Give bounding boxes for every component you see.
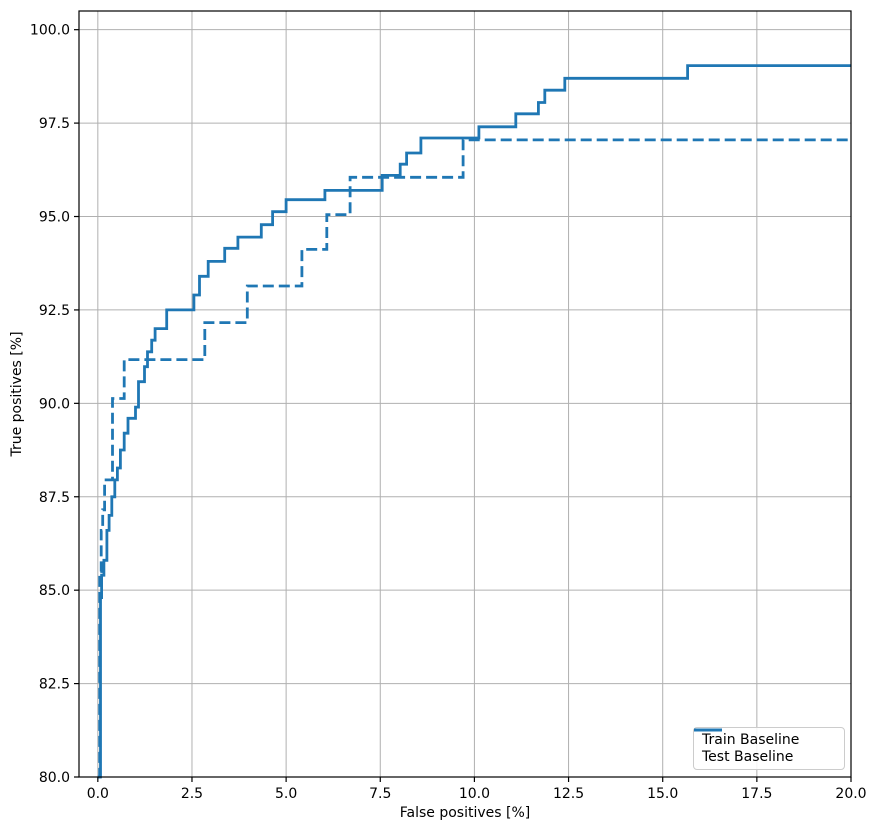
y-tick-label: 100.0 bbox=[30, 23, 70, 39]
x-tick-label: 10.0 bbox=[459, 786, 490, 802]
y-tick-label: 90.0 bbox=[39, 396, 70, 412]
x-tick-label: 2.5 bbox=[181, 786, 203, 802]
x-axis-label: False positives [%] bbox=[399, 805, 531, 821]
x-tick-label: 5.0 bbox=[275, 786, 297, 802]
y-axis-label: True positives [%] bbox=[9, 331, 25, 457]
y-tick-label: 80.0 bbox=[39, 770, 70, 786]
x-tick-label: 0.0 bbox=[87, 786, 109, 802]
legend-item-test-baseline: Test Baseline bbox=[694, 728, 836, 766]
legend-item-train-baseline: Train Baseline bbox=[694, 728, 836, 749]
y-tick-label: 82.5 bbox=[39, 677, 70, 693]
x-tick-label: 12.5 bbox=[553, 786, 584, 802]
y-tick-label: 87.5 bbox=[39, 490, 70, 506]
x-tick-label: 20.0 bbox=[835, 786, 866, 802]
x-tick-label: 17.5 bbox=[741, 786, 772, 802]
y-tick-label: 85.0 bbox=[39, 583, 70, 599]
legend: Train Baseline Test Baseline bbox=[693, 727, 845, 770]
x-tick-label: 7.5 bbox=[369, 786, 391, 802]
dashed-line-sample-icon bbox=[694, 728, 722, 732]
y-tick-label: 92.5 bbox=[39, 303, 70, 319]
legend-label-test: Test Baseline bbox=[702, 749, 794, 765]
x-tick-label: 15.0 bbox=[647, 786, 678, 802]
y-tick-label: 97.5 bbox=[39, 116, 70, 132]
legend-label-train: Train Baseline bbox=[702, 732, 800, 748]
y-tick-label: 95.0 bbox=[39, 210, 70, 226]
